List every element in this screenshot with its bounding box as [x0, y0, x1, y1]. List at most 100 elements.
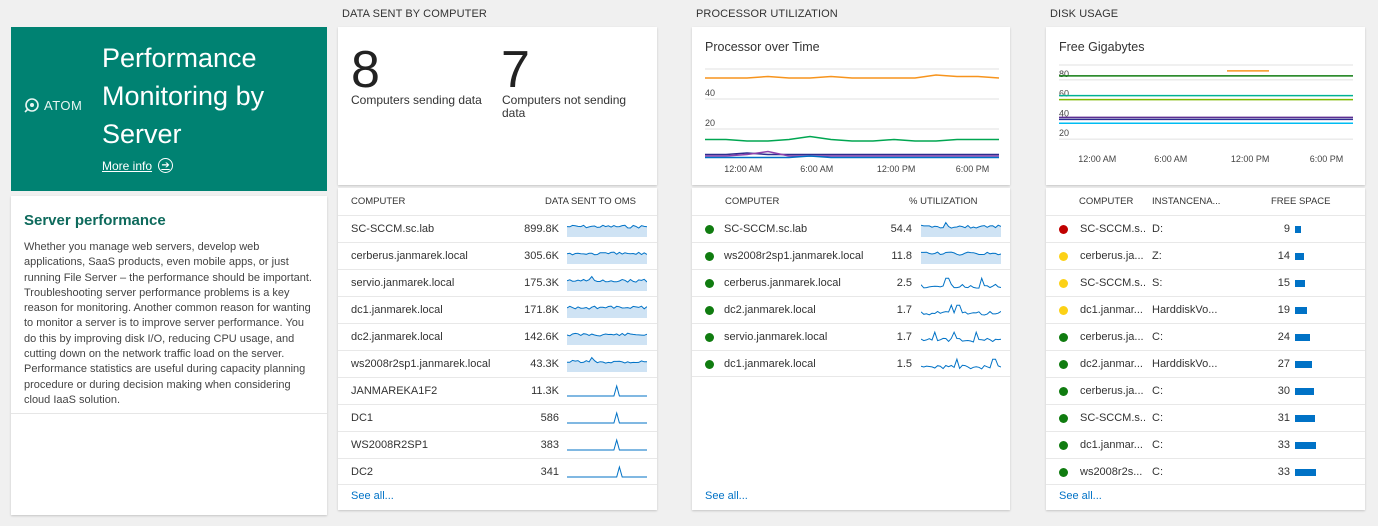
not-sending-label: Computers not sending data	[502, 93, 627, 120]
see-all-link[interactable]: See all...	[1059, 490, 1102, 502]
table-row[interactable]: dc1.janmarek.local 171.8K	[338, 296, 657, 323]
computer-name: servio.janmarek.local	[351, 277, 455, 289]
utilization-value: 1.7	[896, 304, 912, 316]
processor-chart-tile[interactable]: Processor over Time 20 40 12:00 AM 6:00 AM 1…	[692, 27, 1010, 185]
table-row[interactable]: JANMAREKA1F2 11.3K	[338, 377, 657, 404]
disk-chart-tile[interactable]: Free Gigabytes 20 40 60 80 12:00 AM 6:00 AM 12…	[1046, 27, 1365, 185]
sparkline-line	[921, 357, 1001, 370]
list-header: COMPUTER DATA SENT TO OMS	[351, 196, 647, 212]
free-space-bar	[1295, 442, 1316, 449]
sparkline	[567, 275, 647, 291]
computer-name: SC-SCCM.s...	[1080, 277, 1145, 289]
table-row[interactable]: DC1 586	[338, 404, 657, 431]
sparkline-line	[567, 438, 647, 451]
more-info-link[interactable]: More info ➔	[102, 158, 174, 173]
table-row[interactable]: SC-SCCM.s... D: 9	[1046, 215, 1365, 242]
status-dot	[1059, 441, 1068, 450]
sparkline	[921, 330, 1001, 343]
chart-title: Processor over Time	[705, 40, 820, 54]
sparkline	[567, 251, 647, 264]
data-sent-section-title: DATA SENT BY COMPUTER	[342, 8, 487, 20]
table-row[interactable]: WS2008R2SP1 383	[338, 431, 657, 458]
col-computer: COMPUTER	[351, 196, 406, 207]
free-space-bar	[1295, 388, 1315, 395]
utilization-value: 2.5	[896, 277, 912, 289]
table-row[interactable]: ws2008r2sp1.janmarek.local 11.8	[692, 242, 1010, 269]
status-dot	[1059, 387, 1068, 396]
table-row[interactable]: SC-SCCM.s... C: 31	[1046, 404, 1365, 431]
computer-name: cerberus.ja...	[1080, 385, 1144, 397]
table-row[interactable]: DC2 341	[338, 458, 657, 485]
sparkline-line	[921, 221, 1001, 229]
table-row[interactable]: SC-SCCM.sc.lab 54.4	[692, 215, 1010, 242]
list-header: COMPUTER INSTANCENA... FREE SPACE	[1059, 196, 1355, 212]
data-sent-summary-tile[interactable]: 8 Computers sending data 7 Computers not…	[338, 27, 657, 185]
divider	[11, 413, 327, 414]
table-row[interactable]: dc2.janmar... HarddiskVo... 27	[1046, 350, 1365, 377]
status-dot	[1059, 252, 1068, 261]
sparkline-area	[567, 306, 647, 318]
page-title: Performance Monitoring by Server	[102, 43, 265, 149]
table-row[interactable]: dc2.janmarek.local 1.7	[692, 296, 1010, 323]
see-all-link[interactable]: See all...	[705, 490, 748, 502]
table-row[interactable]: cerberus.janmarek.local 305.6K	[338, 242, 657, 269]
sending-count: 8	[351, 41, 380, 99]
table-row[interactable]: cerberus.ja... Z: 14	[1046, 242, 1365, 269]
table-row[interactable]: servio.janmarek.local 1.7	[692, 323, 1010, 350]
table-row[interactable]: cerberus.ja... C: 30	[1046, 377, 1365, 404]
instance-name: S:	[1152, 277, 1163, 289]
hero-tile[interactable]: ATOM Performance Monitoring by Server Mo…	[11, 27, 327, 191]
table-row[interactable]: cerberus.janmarek.local 2.5	[692, 269, 1010, 296]
instance-name: C:	[1152, 412, 1163, 424]
sparkline-line	[567, 305, 647, 310]
sparkline	[567, 224, 647, 237]
computer-name: DC1	[351, 412, 374, 424]
free-space-value: 15	[1277, 277, 1290, 289]
see-all-link[interactable]: See all...	[351, 490, 394, 502]
sparkline	[567, 332, 647, 345]
sparkline-area	[921, 222, 1001, 237]
status-dot	[1059, 414, 1068, 423]
computer-name: cerberus.janmarek.local	[351, 250, 468, 262]
status-dot	[705, 225, 714, 234]
table-row[interactable]: servio.janmarek.local 175.3K	[338, 269, 657, 296]
status-dot	[1059, 279, 1068, 288]
sparkline-line	[567, 251, 647, 256]
table-row[interactable]: dc1.janmar... HarddiskVo... 19	[1046, 296, 1365, 323]
sparkline	[567, 305, 647, 318]
table-row[interactable]: SC-SCCM.sc.lab 899.8K	[338, 215, 657, 242]
data-value: 11.3K	[531, 385, 559, 397]
data-value: 171.8K	[524, 304, 559, 316]
computer-name: servio.janmarek.local	[724, 331, 828, 343]
table-row[interactable]: SC-SCCM.s... S: 15	[1046, 269, 1365, 296]
table-row[interactable]: dc2.janmarek.local 142.6K	[338, 323, 657, 350]
free-space-value: 19	[1277, 304, 1290, 316]
free-space-value: 30	[1277, 385, 1290, 397]
description-body: Whether you manage web servers, develop …	[24, 241, 312, 406]
disk-line-chart: 20 40 60 80 12:00 AM 6:00 AM 12:00 PM 6:00 PM	[1059, 64, 1353, 164]
table-row[interactable]: dc1.janmar... C: 33	[1046, 431, 1365, 458]
sparkline	[567, 356, 647, 372]
computer-name: dc1.janmar...	[1080, 439, 1143, 451]
sparkline-area	[567, 252, 647, 264]
free-space-value: 33	[1277, 439, 1290, 451]
table-row[interactable]: ws2008r2s... C: 33	[1046, 458, 1365, 485]
sparkline-line	[567, 384, 647, 397]
sparkline	[567, 384, 647, 397]
table-row[interactable]: ws2008r2sp1.janmarek.local 43.3K	[338, 350, 657, 377]
processor-section-title: PROCESSOR UTILIZATION	[696, 8, 838, 20]
sparkline-area	[921, 252, 1001, 264]
free-space-value: 27	[1277, 358, 1290, 370]
col-computer: COMPUTER	[1079, 196, 1134, 207]
sparkline-area	[567, 225, 647, 237]
utilization-value: 1.5	[896, 358, 912, 370]
computer-name: JANMAREKA1F2	[351, 385, 438, 397]
free-space-bar	[1295, 280, 1305, 287]
free-space-bar	[1295, 307, 1308, 314]
atom-logo-icon	[24, 98, 39, 113]
status-dot	[1059, 306, 1068, 315]
table-row[interactable]: cerberus.ja... C: 24	[1046, 323, 1365, 350]
table-row[interactable]: dc1.janmarek.local 1.5	[692, 350, 1010, 377]
sparkline-area	[567, 357, 647, 372]
sending-label: Computers sending data	[351, 93, 482, 107]
